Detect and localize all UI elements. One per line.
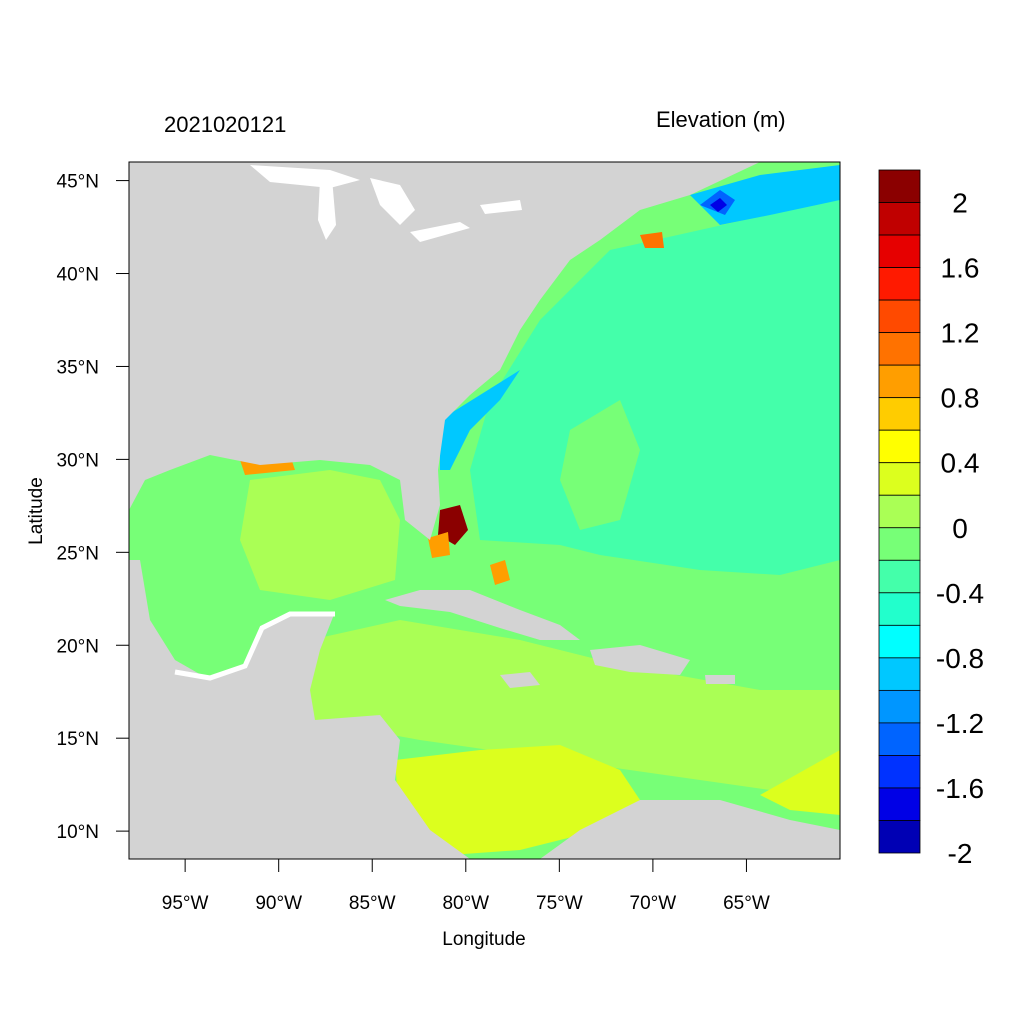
plot-frame xyxy=(128,161,841,860)
colorbar-swatch xyxy=(878,657,921,691)
central-atlantic-neutral-patch xyxy=(560,400,640,530)
bahamas-orange-spot xyxy=(490,560,510,585)
east-coast-negative-band xyxy=(440,370,520,470)
colorbar-swatch xyxy=(878,494,921,529)
caribbean-positive-region xyxy=(310,620,840,800)
cape-cod-orange-spot xyxy=(640,232,664,248)
colorbar-swatch xyxy=(878,820,921,854)
colorbar-swatch xyxy=(878,755,921,789)
colorbar-swatch xyxy=(878,267,921,301)
colorbar-swatch xyxy=(878,397,921,431)
lat-tick-label: 15°N xyxy=(57,729,99,750)
colorbar-label: 2 xyxy=(952,188,968,219)
caribbean-south-yellow-region xyxy=(395,745,640,855)
colorbar-swatch xyxy=(878,624,921,659)
colorbar-label: -0.8 xyxy=(936,643,984,674)
colorbar: 2 1.6 1.2 0.8 0.4 0 -0.4 -0.8 -1.2 -1.6 -2 xyxy=(878,169,984,869)
east-caribbean-yellow-patch xyxy=(760,750,840,815)
colorbar-swatch xyxy=(878,689,921,724)
colorbar-label: -1.6 xyxy=(936,773,984,804)
colorbar-swatch xyxy=(878,787,921,821)
x-axis-title: Longitude xyxy=(442,929,525,950)
colorbar-swatch xyxy=(878,592,921,626)
lon-tick-label: 70°W xyxy=(630,893,677,914)
yucatan-coast-strip xyxy=(174,611,335,681)
lake-ontario xyxy=(480,200,522,214)
colorbar-label: -2 xyxy=(948,838,973,869)
lake-erie xyxy=(410,222,470,242)
colorbar-swatch xyxy=(878,332,921,366)
colorbar-label: -1.2 xyxy=(936,708,984,739)
lat-tick-label: 25°N xyxy=(57,543,99,564)
land-layer xyxy=(129,162,840,859)
y-axis-title: Latitude xyxy=(26,477,47,545)
variable-label: Elevation (m) xyxy=(656,107,786,132)
colorbar-swatch xyxy=(878,169,921,203)
colorbar-label: 0.8 xyxy=(941,383,980,414)
colorbar-swatch xyxy=(878,234,921,268)
colorbar-swatch xyxy=(878,462,921,496)
colorbar-swatch xyxy=(878,202,921,236)
gulf-positive-region xyxy=(240,470,400,600)
lon-tick-label: 95°W xyxy=(162,893,209,914)
lon-tick-label: 85°W xyxy=(349,893,396,914)
colorbar-swatch xyxy=(878,722,921,756)
florida-keys-orange-spot xyxy=(428,532,450,558)
colorbar-label: -0.4 xyxy=(936,578,984,609)
colorbar-swatch xyxy=(878,559,921,594)
colorbar-swatch xyxy=(878,299,921,334)
south-america-land xyxy=(540,800,840,859)
colorbar-label: 0.4 xyxy=(941,448,980,479)
cuba-land xyxy=(385,590,580,640)
lat-tick-label: 45°N xyxy=(57,172,99,193)
axis-layer: 95°W 90°W 85°W 80°W 75°W 70°W 65°W 45°N 40°N 35°N… xyxy=(26,172,770,950)
jamaica-land xyxy=(500,672,540,688)
date-label: 2021020121 xyxy=(164,112,287,137)
lat-tick-label: 10°N xyxy=(57,822,99,843)
lat-tick-label: 40°N xyxy=(57,265,99,286)
lat-tick-label: 35°N xyxy=(57,357,99,378)
lon-tick-label: 90°W xyxy=(255,893,302,914)
north-america-land xyxy=(129,162,760,540)
colorbar-label: 1.2 xyxy=(941,318,980,349)
lat-tick-label: 30°N xyxy=(57,450,99,471)
colorbar-label: 0 xyxy=(952,513,968,544)
colorbar-swatch xyxy=(878,429,921,464)
colorbar-swatch xyxy=(878,527,921,561)
map-plot-area xyxy=(129,162,840,859)
lat-tick-label: 20°N xyxy=(57,636,99,657)
colorbar-label: 1.6 xyxy=(941,253,980,284)
lake-michigan xyxy=(318,178,336,240)
puerto-rico-land xyxy=(705,675,735,684)
lon-tick-label: 80°W xyxy=(442,893,489,914)
mexico-central-america-land xyxy=(129,560,470,859)
great-lakes xyxy=(250,165,522,242)
hispaniola-land xyxy=(590,645,690,675)
nova-scotia-low-core xyxy=(710,198,727,212)
lon-tick-label: 65°W xyxy=(723,893,770,914)
lon-tick-label: 75°W xyxy=(536,893,583,914)
lake-superior xyxy=(250,165,360,188)
lake-huron xyxy=(370,178,415,225)
colorbar-swatch xyxy=(878,364,921,399)
